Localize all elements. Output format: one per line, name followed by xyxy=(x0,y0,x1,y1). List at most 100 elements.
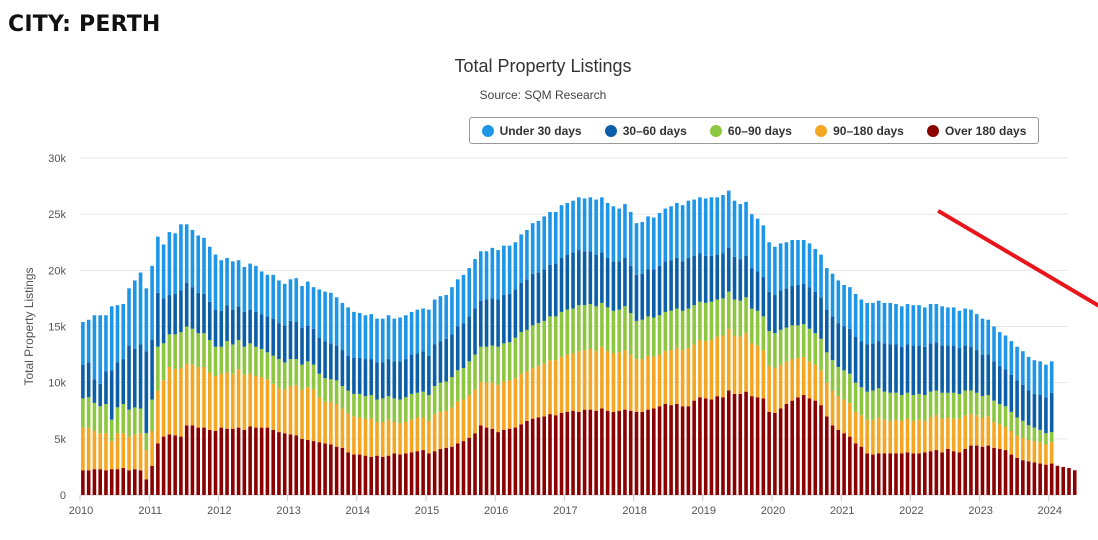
bar-segment xyxy=(248,373,252,427)
bar-segment xyxy=(133,280,137,349)
bar-segment xyxy=(109,419,114,442)
bar-segment xyxy=(467,316,472,362)
bar-segment xyxy=(104,404,108,434)
bar-segment xyxy=(444,381,448,411)
bar-segment xyxy=(675,404,679,495)
bar-segment xyxy=(409,393,414,420)
bar-segment xyxy=(490,247,495,299)
bar-segment xyxy=(611,206,616,262)
bar-segment xyxy=(646,216,650,270)
bar-segment xyxy=(744,201,748,256)
x-tick-label: 2017 xyxy=(553,505,577,517)
bar-segment xyxy=(455,326,460,371)
bar-segment xyxy=(282,362,287,390)
bar-segment xyxy=(732,335,737,394)
bar-segment xyxy=(894,304,898,345)
bar-segment xyxy=(92,402,97,431)
bar-segment xyxy=(703,255,708,303)
bar-segment xyxy=(732,299,737,336)
bar-segment xyxy=(409,419,414,453)
bar-segment xyxy=(219,260,224,311)
bar-segment xyxy=(502,343,506,382)
bar-segment xyxy=(692,344,696,401)
legend-item-90-180[interactable]: 90–180 days xyxy=(815,124,904,138)
legend-item-60-90[interactable]: 60–90 days xyxy=(709,124,792,138)
x-tick-label: 2022 xyxy=(899,505,923,517)
bar-segment xyxy=(98,433,102,470)
bar-segment xyxy=(329,292,333,344)
bar-segment xyxy=(352,454,356,495)
bar-segment xyxy=(767,291,771,331)
bar-segment xyxy=(600,197,604,253)
bar-segment xyxy=(588,304,593,349)
bar-segment xyxy=(628,265,633,314)
bar-segment xyxy=(231,373,235,429)
bar-segment xyxy=(905,392,910,419)
bar-segment xyxy=(951,392,956,419)
bar-segment xyxy=(640,222,645,274)
bar-segment xyxy=(594,351,598,411)
bar-segment xyxy=(386,359,391,397)
bar-segment xyxy=(657,315,662,355)
bar-segment xyxy=(980,417,985,447)
bar-segment xyxy=(842,284,846,327)
bar-segment xyxy=(450,446,454,495)
bar-segment xyxy=(974,415,979,446)
bar-segment xyxy=(138,433,143,471)
bar-segment xyxy=(1009,430,1014,455)
bar-segment xyxy=(138,272,143,345)
bar-segment xyxy=(605,410,610,495)
bar-segment xyxy=(277,432,281,495)
legend-item-over-180[interactable]: Over 180 days xyxy=(926,124,1026,138)
bar-segment xyxy=(600,408,604,495)
bar-segment xyxy=(450,334,454,378)
bar-segment xyxy=(507,342,512,381)
chart-legend: Under 30 days 30–60 days 60–90 days 90–1… xyxy=(469,117,1039,144)
bar-segment xyxy=(571,353,575,411)
bar-segment xyxy=(127,436,131,471)
bar-segment xyxy=(156,390,160,444)
bar-segment xyxy=(271,355,275,384)
x-tick-label: 2011 xyxy=(138,505,162,517)
legend-item-30-60[interactable]: 30–60 days xyxy=(604,124,687,138)
bar-segment xyxy=(363,396,368,419)
legend-item-under-30[interactable]: Under 30 days xyxy=(481,124,582,138)
bar-segment xyxy=(859,415,864,447)
bar-segment xyxy=(692,199,696,256)
bar-segment xyxy=(744,391,748,495)
bar-segment xyxy=(346,390,350,413)
bar-segment xyxy=(323,378,327,402)
bar-segment xyxy=(1038,442,1042,464)
bar-segment xyxy=(133,434,137,470)
bar-segment xyxy=(957,393,962,419)
bar-segment xyxy=(559,311,564,357)
bar-segment xyxy=(773,333,777,369)
bar-segment xyxy=(819,405,823,495)
bar-segment xyxy=(657,213,662,266)
bar-segment xyxy=(726,291,731,329)
bar-segment xyxy=(288,359,293,387)
bar-segment xyxy=(121,468,126,495)
bar-segment xyxy=(755,397,760,495)
bar-segment xyxy=(571,252,575,309)
bar-segment xyxy=(675,347,679,405)
bar-segment xyxy=(484,251,489,300)
bar-segment xyxy=(81,427,85,471)
bar-segment xyxy=(121,404,126,434)
bar-segment xyxy=(1038,361,1042,396)
bar-segment xyxy=(473,259,477,309)
y-tick-label: 5k xyxy=(54,434,66,446)
bar-segment xyxy=(1009,454,1014,495)
bar-segment xyxy=(1003,335,1008,370)
bar-segment xyxy=(179,332,183,369)
bar-segment xyxy=(438,411,443,449)
bar-segment xyxy=(231,428,235,495)
bar-segment xyxy=(1026,439,1031,462)
bar-segment xyxy=(513,289,518,338)
page-heading: CITY: PERTH xyxy=(8,12,161,37)
bar-segment xyxy=(109,441,114,470)
bar-segment xyxy=(998,448,1002,495)
chart-title: Total Property Listings xyxy=(454,56,632,76)
bar-segment xyxy=(796,284,800,326)
bar-segment xyxy=(115,305,120,363)
